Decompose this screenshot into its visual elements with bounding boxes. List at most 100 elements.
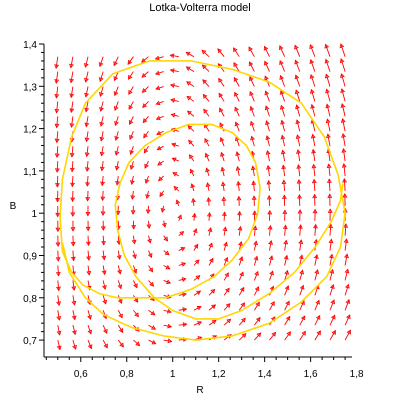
x-tick-label: 0,6 [74,369,88,380]
field-arrow [133,309,139,318]
field-arrow [202,79,210,87]
field-arrow [234,121,240,132]
field-arrow [102,295,108,305]
field-arrow [163,308,172,314]
field-arrow [148,324,157,330]
field-arrow [201,64,210,72]
field-arrow [284,285,290,296]
field-arrow [71,310,77,321]
field-arrow [69,86,75,99]
field-arrow [146,220,152,229]
field-arrow [145,205,151,215]
tick-labels: 0,6 0,8 1 1,2 1,4 1,6 1,8 0,7 0,8 0,9 1 1,1 1,2 1,3 1,… [23,40,364,380]
field-arrow [186,95,195,102]
field-arrow [83,56,89,68]
field-arrow [279,104,286,117]
field-arrow [339,43,346,57]
field-arrow [297,224,303,236]
field-arrow [344,253,349,266]
axes [43,44,352,358]
field-arrow [100,220,106,231]
field-arrow [233,47,240,57]
field-arrow [310,103,316,117]
field-arrow [69,146,75,158]
field-arrow [156,145,164,151]
field-arrow [116,250,122,260]
field-arrow [129,146,135,155]
field-arrow [101,235,107,246]
field-arrow [144,160,149,169]
field-arrow [148,280,155,287]
field-arrow [312,208,318,221]
field-arrow [264,105,270,117]
field-arrow [132,265,138,274]
field-arrow [282,209,288,221]
field-arrow [207,227,213,236]
field-arrow [178,247,186,252]
field-arrow [238,286,245,296]
field-arrow [299,284,305,296]
field-arrow [251,180,257,191]
field-arrow [325,133,331,147]
field-arrow [311,163,317,177]
field-arrow [208,319,217,326]
field-arrow [328,253,334,266]
field-arrow [238,333,247,341]
field-arrow [130,190,136,200]
field-arrow [218,92,225,102]
field-arrow [191,212,197,221]
y-tick-label: 1,3 [23,82,37,93]
field-arrow [142,116,149,124]
field-arrow [54,116,60,129]
field-arrow [85,205,91,217]
field-arrow [329,314,336,326]
field-arrow [55,205,61,218]
field-arrow [268,240,274,251]
field-arrow [85,190,91,202]
field-arrow [70,250,76,262]
field-arrow [186,110,195,117]
field-arrow [131,235,137,245]
field-arrow [101,265,107,276]
field-arrow [263,45,270,57]
field-arrow [117,339,124,348]
field-arrow [297,209,303,221]
field-arrow [155,85,164,91]
field-arrow [141,86,149,93]
field-arrow [208,304,217,311]
field-arrow [283,254,289,266]
field-arrow [327,193,333,206]
field-arrow [250,165,256,177]
field-arrow [205,182,211,192]
field-arrow [100,205,106,217]
field-arrow [237,225,243,236]
field-arrow [269,270,274,281]
field-arrow [203,108,210,117]
field-arrow [238,317,246,326]
field-arrow [56,310,62,321]
field-arrow [248,61,255,72]
field-arrow [147,235,152,244]
field-arrow [343,223,349,236]
field-arrow [128,86,134,95]
field-arrow [84,101,90,113]
x-tick-label: 1,6 [304,369,318,380]
field-arrow [70,205,76,217]
field-arrow [54,101,60,114]
field-arrow [314,330,321,341]
field-arrow [341,147,347,162]
field-arrow [284,331,291,341]
field-arrow [201,49,210,58]
field-arrow [340,118,346,132]
field-arrow [328,238,334,251]
field-arrow [264,60,270,72]
field-arrow [113,56,119,67]
field-arrow [188,139,195,147]
field-arrow [340,88,346,102]
field-arrow [117,295,123,304]
field-arrow [342,177,348,191]
field-arrow [128,101,134,110]
field-arrow [69,71,75,84]
field-arrow [254,332,262,341]
field-arrow [113,71,119,82]
